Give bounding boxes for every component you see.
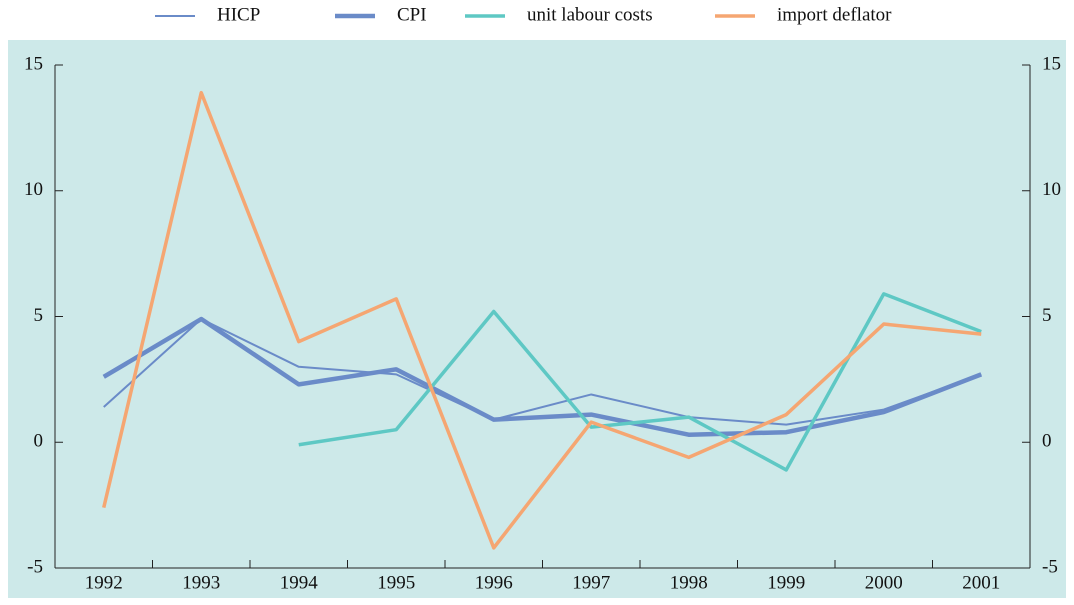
y-tick-label: 10 [24, 179, 43, 200]
legend-label: CPI [397, 4, 427, 25]
x-tick-label: 1993 [182, 572, 220, 593]
x-tick-label: 1994 [280, 572, 319, 593]
y2-tick-label: 5 [1042, 305, 1052, 326]
y-tick-label: 0 [34, 431, 44, 452]
x-tick-label: 1997 [572, 572, 610, 593]
x-tick-label: 2001 [962, 572, 1000, 593]
legend-label: HICP [217, 4, 260, 25]
y-tick-label: -5 [27, 556, 43, 577]
series-line [103, 318, 982, 426]
x-tick-label: 1996 [475, 572, 513, 593]
legend-label: import deflator [777, 4, 892, 25]
series-line [102, 316, 983, 437]
y-tick-label: 5 [34, 305, 44, 326]
plot-background [8, 40, 1066, 598]
y-tick-label: 15 [24, 53, 43, 74]
series-line [298, 292, 982, 472]
y2-tick-label: 0 [1042, 431, 1052, 452]
x-tick-label: 1992 [85, 572, 123, 593]
x-tick-label: 1999 [767, 572, 805, 593]
x-tick-label: 1998 [670, 572, 708, 593]
x-tick-label: 1995 [377, 572, 415, 593]
y2-tick-label: -5 [1042, 556, 1058, 577]
y2-tick-label: 10 [1042, 179, 1061, 200]
legend-label: unit labour costs [527, 4, 653, 25]
series-line [102, 90, 982, 550]
x-tick-label: 2000 [865, 572, 903, 593]
y2-tick-label: 15 [1042, 53, 1061, 74]
